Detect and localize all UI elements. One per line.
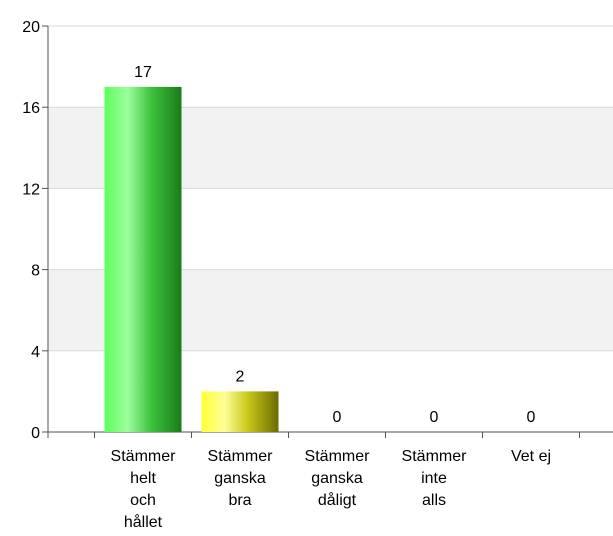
x-category-label: Stämmer bbox=[208, 448, 274, 465]
y-tick-label: 12 bbox=[22, 181, 40, 198]
x-category-label: bra bbox=[228, 492, 251, 509]
x-category-label: ganska bbox=[214, 470, 266, 487]
x-category-label: helt bbox=[130, 470, 156, 487]
x-category-label: Stämmer bbox=[305, 448, 371, 465]
data-label: 0 bbox=[430, 409, 439, 426]
x-category-label: alls bbox=[422, 492, 446, 509]
x-category-label: inte bbox=[421, 470, 447, 487]
y-tick-label: 16 bbox=[22, 100, 40, 117]
x-category-label: Vet ej bbox=[511, 448, 551, 465]
data-label: 17 bbox=[134, 64, 152, 81]
y-tick-label: 20 bbox=[22, 19, 40, 36]
x-category-label: hållet bbox=[124, 513, 163, 531]
x-category-label: Stämmer bbox=[111, 448, 177, 465]
labels: 0 4 8 12 16 20 17 Stämmer helt och hållet 2 Stämmer g… bbox=[22, 19, 551, 531]
y-tick-label: 0 bbox=[31, 425, 40, 442]
data-label: 0 bbox=[527, 409, 536, 426]
data-label: 0 bbox=[333, 409, 342, 426]
y-tick-label: 8 bbox=[31, 263, 40, 280]
bar bbox=[104, 86, 182, 433]
x-category-label: Stämmer bbox=[402, 448, 468, 465]
x-category-label: dåligt bbox=[318, 491, 357, 509]
x-category-label: ganska bbox=[311, 470, 363, 487]
bars bbox=[104, 86, 279, 433]
x-category-label: och bbox=[130, 492, 156, 509]
data-label: 2 bbox=[236, 368, 245, 385]
y-tick-label: 4 bbox=[31, 344, 40, 361]
bar bbox=[201, 391, 279, 432]
